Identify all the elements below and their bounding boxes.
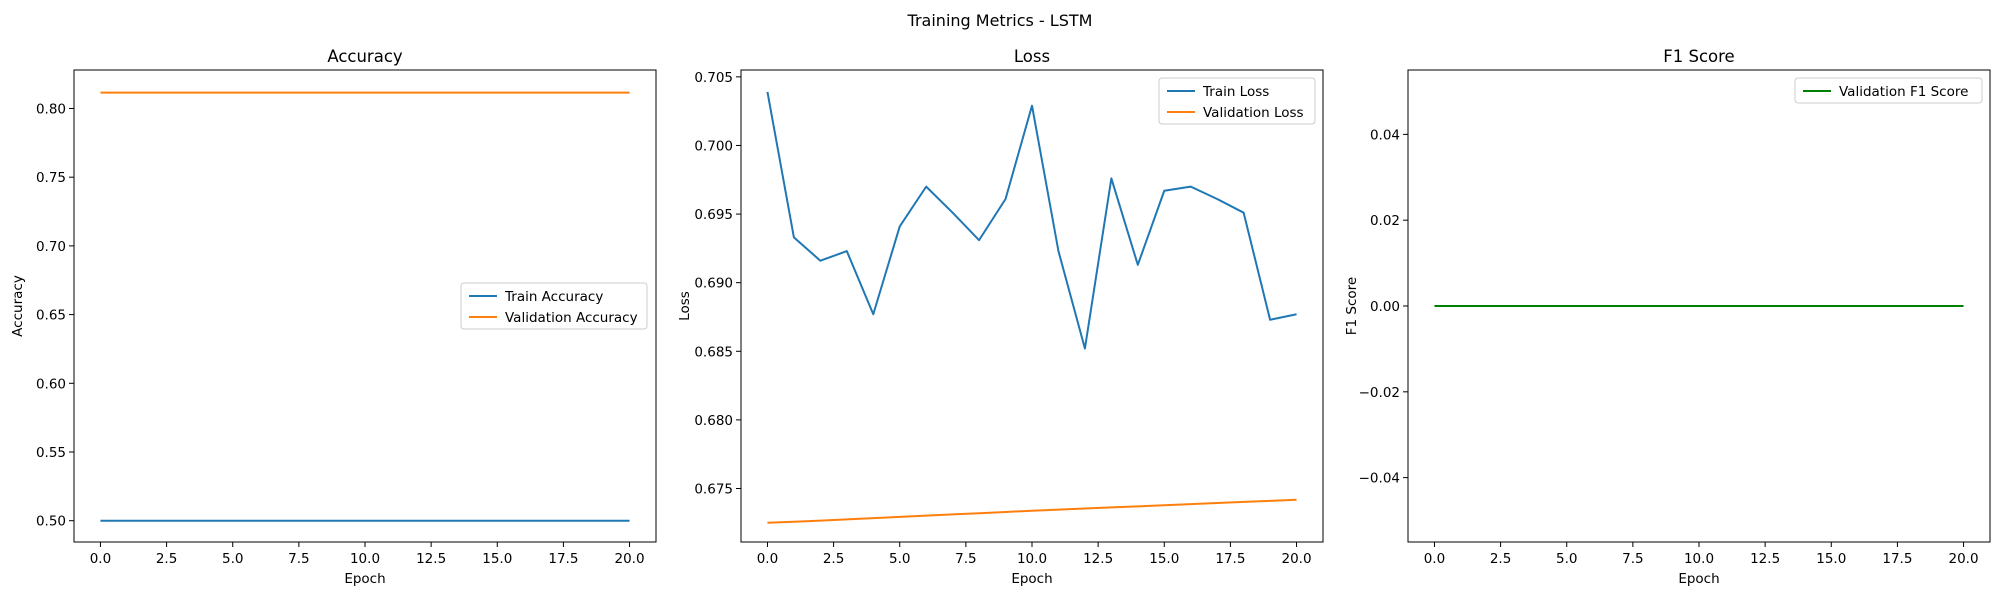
y-tick-label: −0.02 [1359,385,1400,401]
y-tick-label: 0.705 [694,70,733,86]
y-tick-label: 0.80 [36,101,66,117]
y-tick-label: 0.690 [694,276,733,292]
y-tick-label: 0.680 [694,413,733,429]
y-tick-label: 0.50 [36,514,66,530]
x-tick-label: 2.5 [156,551,177,567]
y-tick-label: 0.65 [36,308,66,324]
x-tick-label: 17.5 [1882,551,1912,567]
y-tick-label: 0.75 [36,170,66,186]
y-axis-label: Accuracy [10,275,26,337]
x-tick-label: 20.0 [615,551,645,567]
chart-panel-2: Loss 0.0 2.5 5.0 7.5 10.0 12.5 15.0 17.5 20.0 0.67… [677,47,1324,587]
legend-box [1794,77,1983,104]
x-tick-label: 12.5 [416,551,446,567]
chart-title: Accuracy [327,47,403,66]
x-tick-label: 17.5 [1215,551,1245,567]
y-tick-label: −0.04 [1359,471,1400,487]
y-tick-label: 0.695 [694,207,733,223]
legend-label: Validation F1 Score [1839,84,1968,100]
x-tick-label: 0.0 [1424,551,1445,567]
y-axis-label: F1 Score [1344,277,1360,335]
x-tick-label: 5.0 [889,551,910,567]
legend-label: Train Accuracy [504,289,603,305]
x-axis-label: Epoch [344,571,385,587]
x-tick-label: 15.0 [1816,551,1846,567]
chart-panel-3: F1 Score 0.0 2.5 5.0 7.5 10.0 12.5 15.0 17.5 20.0… [1344,47,1991,587]
y-tick-label: 0.685 [694,344,733,360]
plot-frame [1407,69,1991,543]
x-tick-label: 17.5 [548,551,578,567]
plot-frame [740,69,1324,543]
legend-box [460,282,648,330]
legend-label: Validation Accuracy [505,310,638,326]
x-tick-label: 10.0 [1684,551,1714,567]
legend: Validation F1 Score [1794,77,1983,104]
x-tick-label: 20.0 [1949,551,1979,567]
figure-suptitle: Training Metrics - LSTM [907,11,1093,30]
x-tick-label: 15.0 [482,551,512,567]
y-tick-label: 0.55 [36,445,66,461]
x-tick-label: 7.5 [288,551,309,567]
y-tick-label: 0.02 [1370,213,1400,229]
legend-label: Train Loss [1202,84,1269,100]
x-tick-label: 2.5 [1490,551,1511,567]
x-tick-label: 0.0 [757,551,778,567]
series-line-validation-loss [767,498,1297,524]
chart-title: F1 Score [1663,47,1734,66]
chart-panel-1: Accuracy 0.0 2.5 5.0 7.5 10.0 12.5 15.0 17.5 20.0… [10,47,657,587]
x-tick-label: 10.0 [1017,551,1047,567]
y-tick-label: 0.60 [36,376,66,392]
y-tick-label: 0.700 [694,138,733,154]
legend: Train Loss Validation Loss [1158,77,1316,125]
x-tick-label: 5.0 [1556,551,1577,567]
legend: Train Accuracy Validation Accuracy [460,282,648,330]
y-tick-label: 0.00 [1370,299,1400,315]
x-tick-label: 15.0 [1149,551,1179,567]
y-tick-label: 0.675 [694,481,733,497]
y-tick-label: 0.70 [36,239,66,255]
x-tick-label: 7.5 [1622,551,1643,567]
x-tick-label: 20.0 [1282,551,1312,567]
x-tick-label: 0.0 [90,551,111,567]
y-axis-label: Loss [677,291,693,321]
chart-title: Loss [1014,47,1050,66]
y-tick-label: 0.04 [1370,127,1400,143]
x-axis-label: Epoch [1011,571,1052,587]
x-tick-label: 2.5 [823,551,844,567]
x-tick-label: 7.5 [955,551,976,567]
x-tick-label: 12.5 [1083,551,1113,567]
x-tick-label: 10.0 [350,551,380,567]
legend-label: Validation Loss [1203,105,1304,121]
x-tick-label: 5.0 [222,551,243,567]
series-line-train-loss [766,91,1297,350]
x-axis-label: Epoch [1678,571,1719,587]
x-tick-label: 12.5 [1750,551,1780,567]
plot-frame [73,69,657,543]
legend-box [1158,77,1316,125]
